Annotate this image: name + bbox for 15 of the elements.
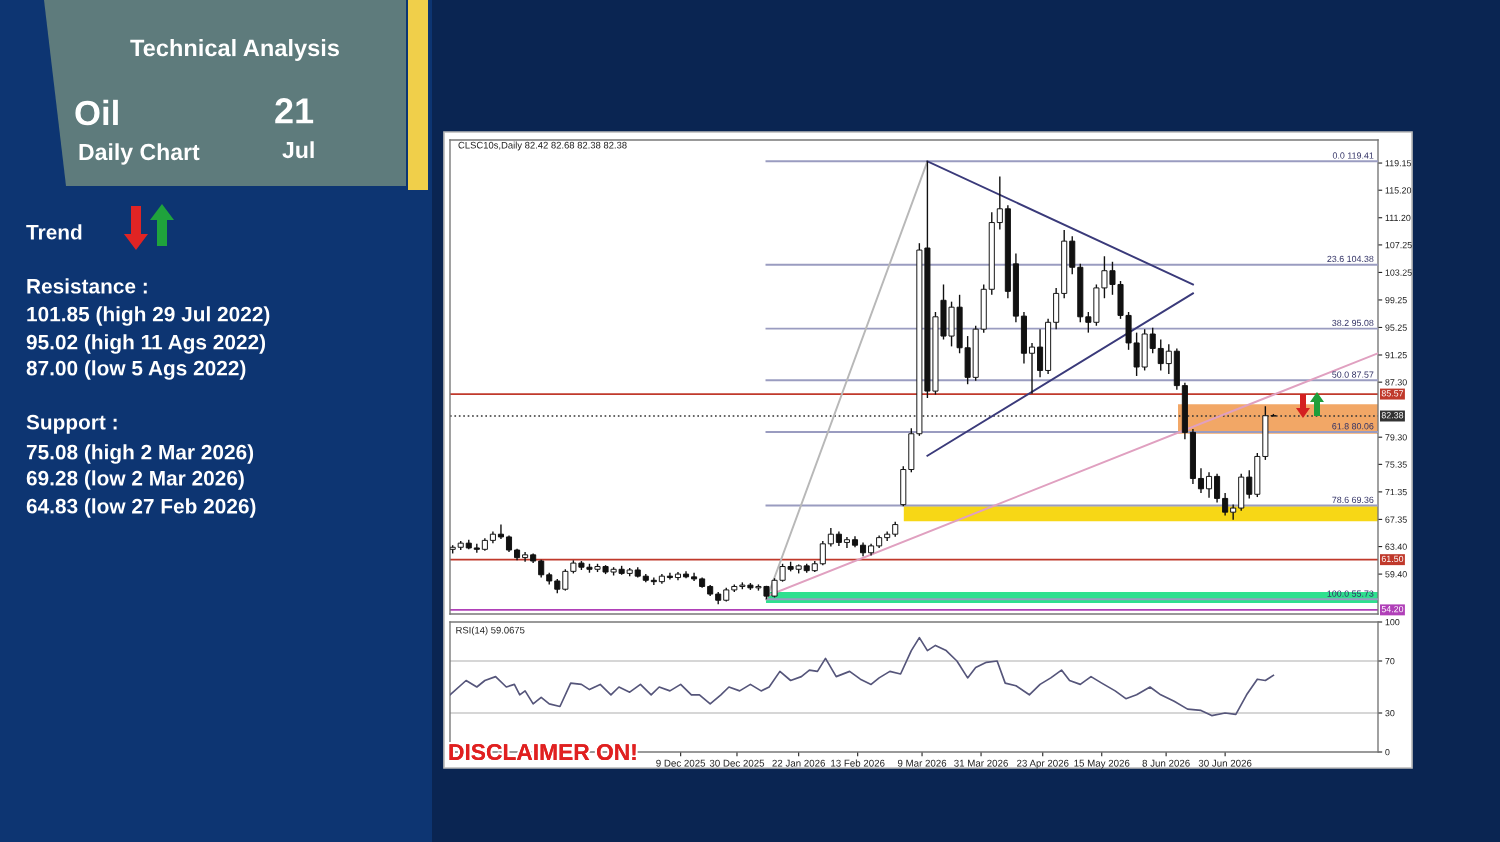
text: Support : — [26, 414, 117, 434]
text: 75.08 (high 2 Mar 2026) — [26, 444, 254, 464]
text: Resistance : — [27, 278, 147, 294]
text: Trend — [26, 224, 82, 240]
text: 64.83 (low 27 Feb 2026) — [26, 498, 256, 518]
text: 21 — [275, 98, 314, 124]
text: Jul — [282, 141, 314, 159]
text: 101.85 (high 29 Jul 2022) — [27, 306, 270, 326]
text: Daily Chart — [79, 143, 200, 165]
text: Oil — [75, 99, 118, 126]
text: 95.02 (high 11 Ags 2022) — [26, 334, 266, 354]
annotation: DISCLAIMER ON! — [449, 743, 636, 761]
text: 69.28 (low 2 Mar 2026) — [26, 470, 244, 490]
text: 87.00 (low 5 Ags 2022) — [26, 360, 246, 380]
text: Technical Analysis — [130, 39, 339, 62]
